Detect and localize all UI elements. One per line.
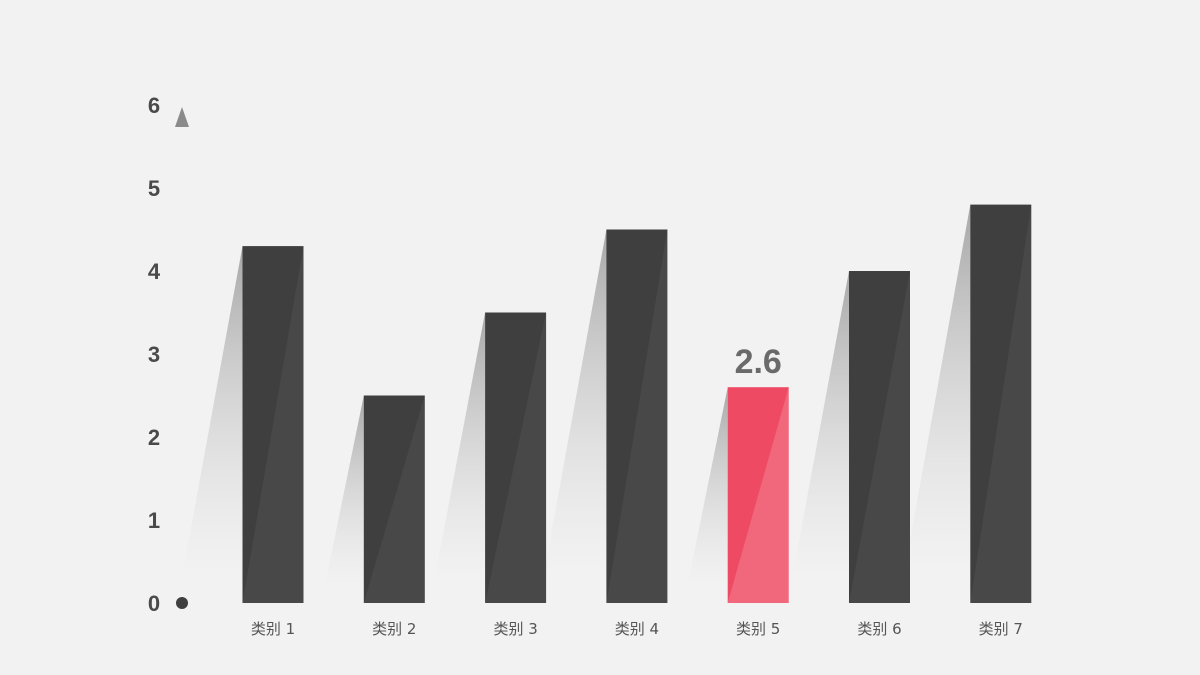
bar xyxy=(970,204,1032,603)
bar-shadow xyxy=(182,246,243,575)
bar-shadow xyxy=(792,271,849,577)
x-tick-label: 类别 7 xyxy=(979,620,1023,638)
x-tick-label: 类别 3 xyxy=(493,620,537,638)
bar xyxy=(606,229,668,603)
bar xyxy=(849,271,910,603)
x-tick-label: 类别 1 xyxy=(251,620,295,638)
bar-shadow xyxy=(904,204,971,572)
bar-facet xyxy=(485,312,547,603)
x-tick-labels: 类别 1 类别 2 类别 3 类别 4 类别 5 类别 6 类别 7 xyxy=(251,620,1023,638)
x-tick-label: 类别 6 xyxy=(857,620,901,638)
y-tick-labels: 0 1 2 3 4 5 6 xyxy=(148,93,161,616)
bar-shadows xyxy=(182,204,971,587)
bar-shadow xyxy=(434,312,486,580)
x-tick-label: 类别 2 xyxy=(372,620,416,638)
bar-facet xyxy=(970,204,1032,603)
bars xyxy=(242,204,1032,603)
y-tick-label: 3 xyxy=(148,342,160,367)
data-label: 2.6 xyxy=(735,343,782,381)
bar-shadow xyxy=(544,229,607,574)
y-axis-arrow-icon xyxy=(175,107,189,127)
bar xyxy=(363,395,425,603)
data-labels: 2.6 xyxy=(735,343,782,381)
y-axis xyxy=(175,107,189,609)
y-tick-label: 0 xyxy=(148,591,160,616)
y-axis-origin-dot xyxy=(176,597,188,609)
y-tick-label: 6 xyxy=(148,93,160,118)
bar xyxy=(727,387,789,603)
bar xyxy=(485,312,547,603)
x-tick-label: 类别 5 xyxy=(736,620,780,638)
bar-shadow xyxy=(687,387,728,586)
y-tick-label: 2 xyxy=(148,425,160,450)
bar-shadow xyxy=(324,395,364,587)
x-tick-label: 类别 4 xyxy=(615,620,659,638)
bar-facet xyxy=(849,271,910,603)
bar xyxy=(242,246,304,603)
bar-facet xyxy=(363,395,425,603)
y-tick-label: 1 xyxy=(148,508,160,533)
bar-facet xyxy=(727,387,789,603)
y-tick-label: 5 xyxy=(148,176,160,201)
bar-facet xyxy=(242,246,304,603)
y-tick-label: 4 xyxy=(148,259,161,284)
bar-facet xyxy=(606,229,668,603)
